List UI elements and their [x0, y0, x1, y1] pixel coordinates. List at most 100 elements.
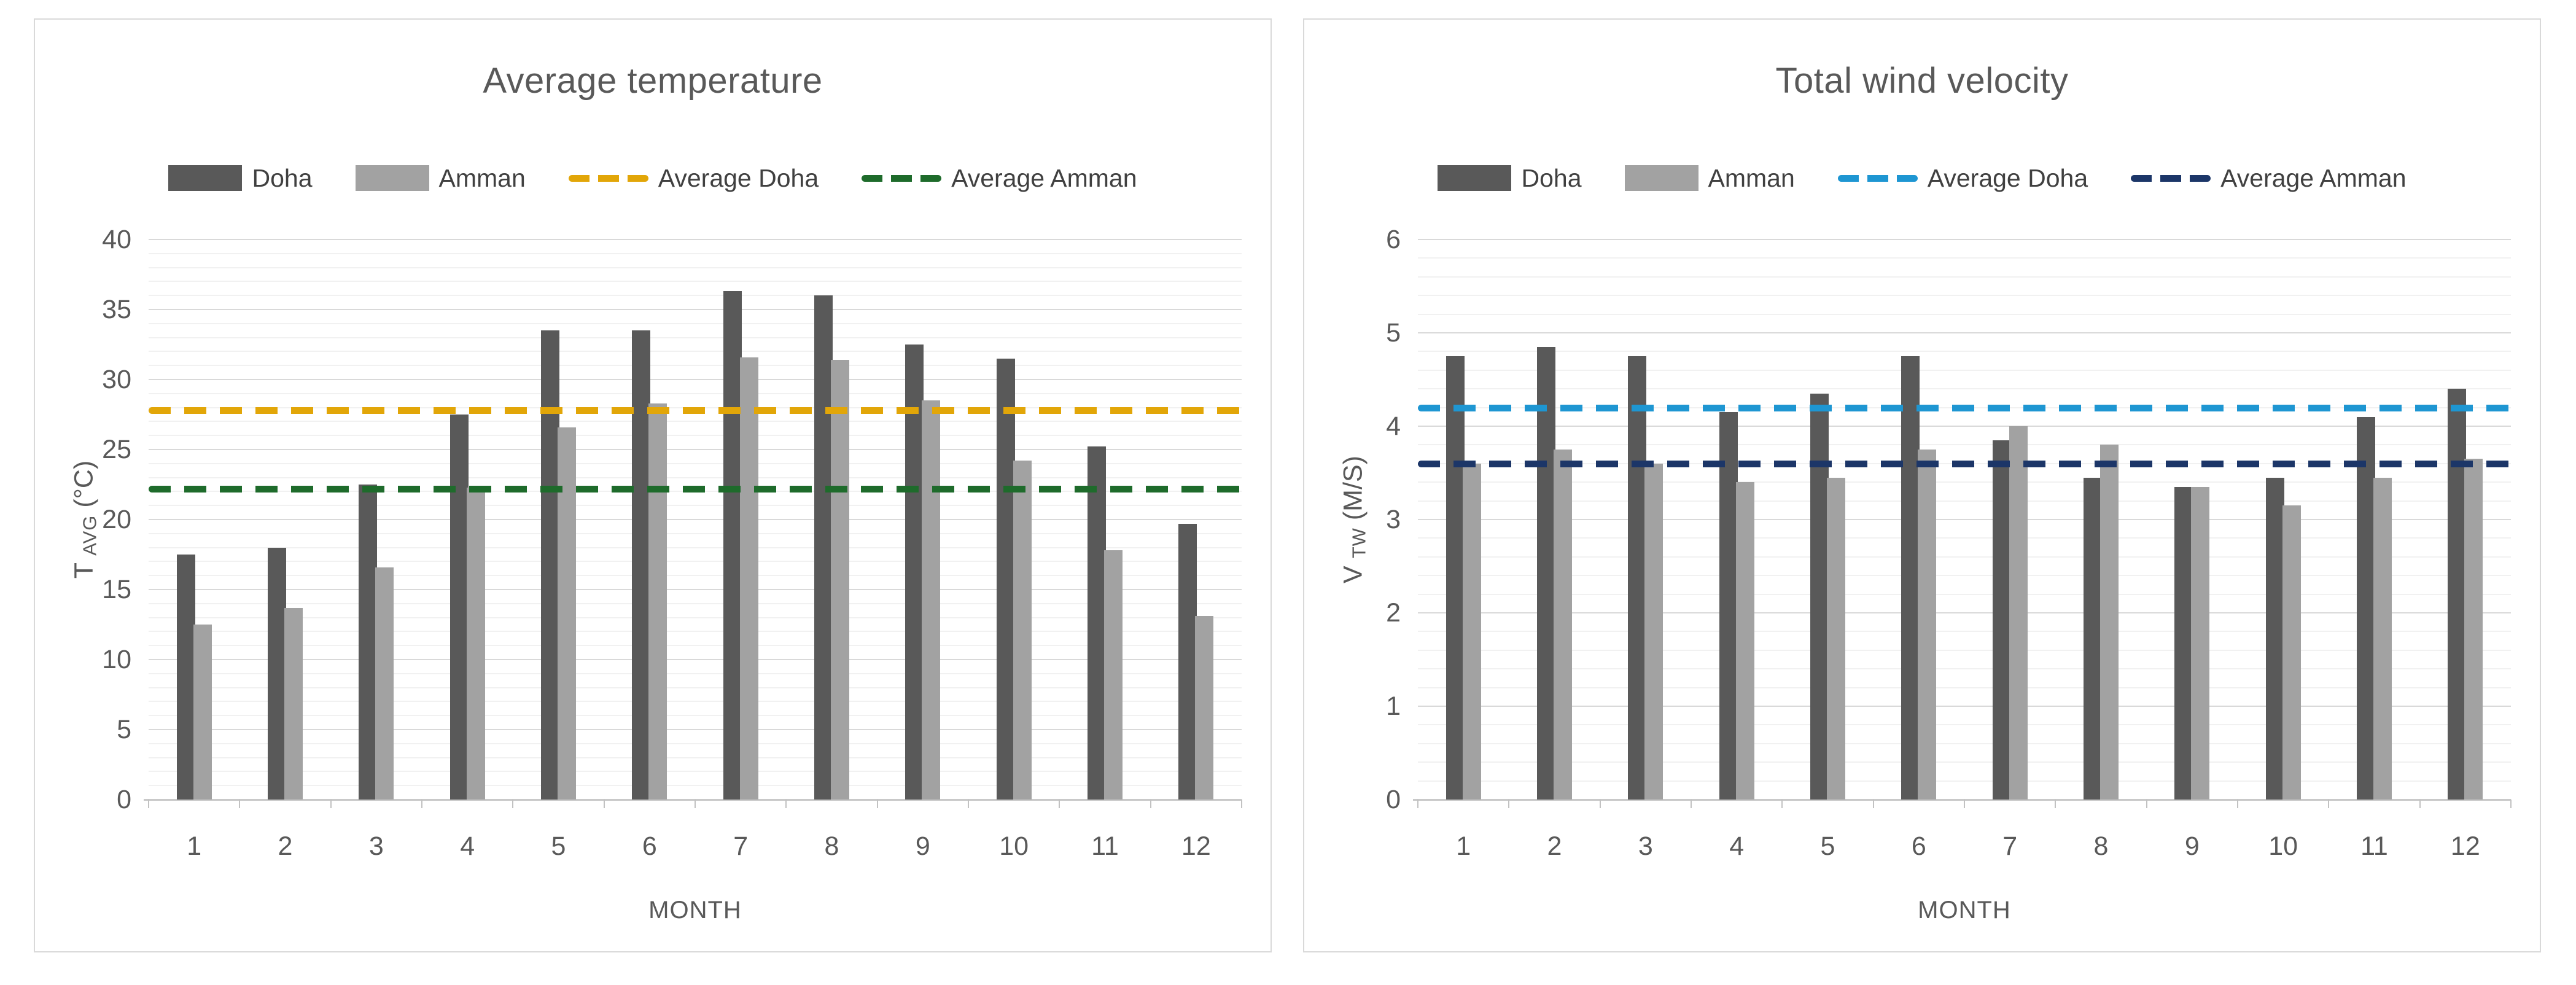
legend-swatch-amman	[1624, 165, 1699, 191]
gridline-minor	[149, 477, 1242, 478]
bar-amman-month-5	[558, 427, 576, 800]
bar-amman-month-7	[739, 357, 758, 800]
x-tick-label: 1	[187, 831, 202, 861]
gridline-minor	[149, 701, 1242, 703]
gridline-major	[149, 659, 1242, 660]
gridline-minor	[149, 771, 1242, 773]
x-tick-label: 2	[278, 831, 293, 861]
gridline-minor	[149, 462, 1242, 464]
gridline-minor	[149, 337, 1242, 338]
bar-doha-month-3	[1628, 356, 1647, 800]
wind-chart-card[interactable]: Total wind velocity Doha Amman Average Doh…	[1303, 18, 2541, 952]
bar-doha-month-5	[1810, 393, 1829, 800]
x-tick-label: 10	[2268, 831, 2298, 861]
bar-amman-month-8	[2100, 445, 2119, 800]
gridline-minor	[149, 322, 1242, 324]
bar-amman-month-1	[1462, 463, 1481, 800]
x-tick-label: 12	[2450, 831, 2480, 861]
bar-amman-month-4	[466, 487, 485, 800]
gridline-minor	[1418, 742, 2511, 744]
bar-doha-month-1	[1446, 356, 1465, 800]
x-tick-label: 8	[824, 831, 839, 861]
y-axis-title-sub: AVG	[79, 515, 101, 556]
gridline-major	[1418, 239, 2511, 240]
x-tick-mark	[785, 800, 787, 808]
y-tick-label: 0	[117, 785, 131, 814]
legend-label-average-amman: Average Amman	[951, 163, 1137, 192]
legend-swatch-doha	[1438, 165, 1512, 191]
legend-label-amman: Amman	[1708, 163, 1795, 192]
y-tick-label: 30	[102, 365, 131, 394]
bar-amman-month-11	[2373, 477, 2392, 800]
bar-doha-month-11	[2357, 416, 2375, 800]
y-tick-label: 0	[1386, 785, 1401, 814]
gridline-major	[149, 729, 1242, 730]
bar-doha-month-4	[449, 415, 469, 800]
x-tick-label: 6	[642, 831, 657, 861]
bar-amman-month-5	[1827, 477, 1845, 800]
chart-title: Total wind velocity	[1775, 61, 2069, 101]
gridline-minor	[1418, 761, 2511, 763]
x-tick-mark	[1599, 800, 1601, 808]
gridline-minor	[149, 785, 1242, 787]
legend-swatch-amman	[355, 165, 429, 191]
gridline-major	[1418, 612, 2511, 613]
x-axis-title: MONTH	[648, 897, 742, 924]
plot-area: 0 5 10 15 20 25 30 35 40 1 2 3 4 5 6 7 8 9 10 11 12 MONTH T AV…	[69, 225, 1242, 924]
gridline-major	[149, 589, 1242, 590]
gridline-major	[1418, 332, 2511, 333]
y-axis-title: T AVG (°C)	[69, 461, 101, 578]
y-tick-label: 4	[1386, 411, 1401, 441]
bar-doha-month-11	[1088, 446, 1106, 800]
x-tick-mark	[2237, 800, 2238, 808]
legend-item-average-doha: Average Doha	[1837, 164, 2088, 193]
x-axis-line	[144, 799, 1242, 801]
gridline-minor	[149, 281, 1242, 282]
x-tick-mark	[603, 800, 605, 808]
x-tick-mark	[2146, 800, 2147, 808]
bar-amman-month-2	[1554, 450, 1572, 800]
bar-amman-month-10	[2282, 505, 2301, 800]
bar-amman-month-6	[1918, 450, 1937, 800]
x-tick-mark	[330, 800, 332, 808]
x-tick-label: 10	[999, 831, 1029, 861]
x-tick-mark	[2328, 800, 2330, 808]
x-tick-label: 6	[1911, 831, 1926, 861]
gridline-minor	[1418, 780, 2511, 782]
bar-doha-month-8	[2084, 477, 2102, 800]
y-tick-label: 15	[102, 575, 131, 604]
bar-amman-month-3	[1644, 463, 1664, 800]
bar-amman-month-7	[2009, 426, 2028, 800]
gridline-minor	[149, 421, 1242, 422]
gridline-major	[149, 379, 1242, 380]
temperature-chart-card[interactable]: Average temperature Doha Amman Average Doh…	[34, 18, 1272, 952]
chart-title: Average temperature	[483, 61, 823, 101]
gridline-minor	[149, 561, 1242, 563]
x-tick-label: 9	[915, 831, 930, 861]
bar-doha-month-12	[1178, 523, 1197, 800]
gridline-minor	[1418, 668, 2511, 670]
legend-item-average-amman: Average Amman	[862, 164, 1137, 193]
x-tick-label: 7	[2002, 831, 2018, 861]
x-tick-label: 12	[1181, 831, 1211, 861]
x-tick-mark	[695, 800, 696, 808]
bar-doha-month-8	[814, 295, 833, 800]
bar-amman-month-9	[922, 400, 941, 800]
gridline-minor	[1418, 500, 2511, 502]
gridline-major	[149, 449, 1242, 450]
x-tick-label: 4	[1729, 831, 1745, 861]
y-tick-label: 35	[102, 295, 131, 324]
bar-doha-month-6	[632, 330, 651, 800]
bar-amman-month-3	[375, 567, 394, 800]
legend-item-amman: Amman	[355, 164, 526, 193]
bar-doha-month-7	[1992, 440, 2011, 800]
gridline-minor	[1418, 313, 2511, 315]
x-tick-label: 8	[2093, 831, 2109, 861]
gridline-minor	[149, 392, 1242, 394]
legend-label-average-amman: Average Amman	[2220, 163, 2407, 192]
bar-doha-month-9	[905, 345, 924, 800]
y-tick-label: 5	[117, 715, 131, 744]
bar-doha-month-5	[541, 330, 559, 800]
x-tick-mark	[1059, 800, 1060, 808]
